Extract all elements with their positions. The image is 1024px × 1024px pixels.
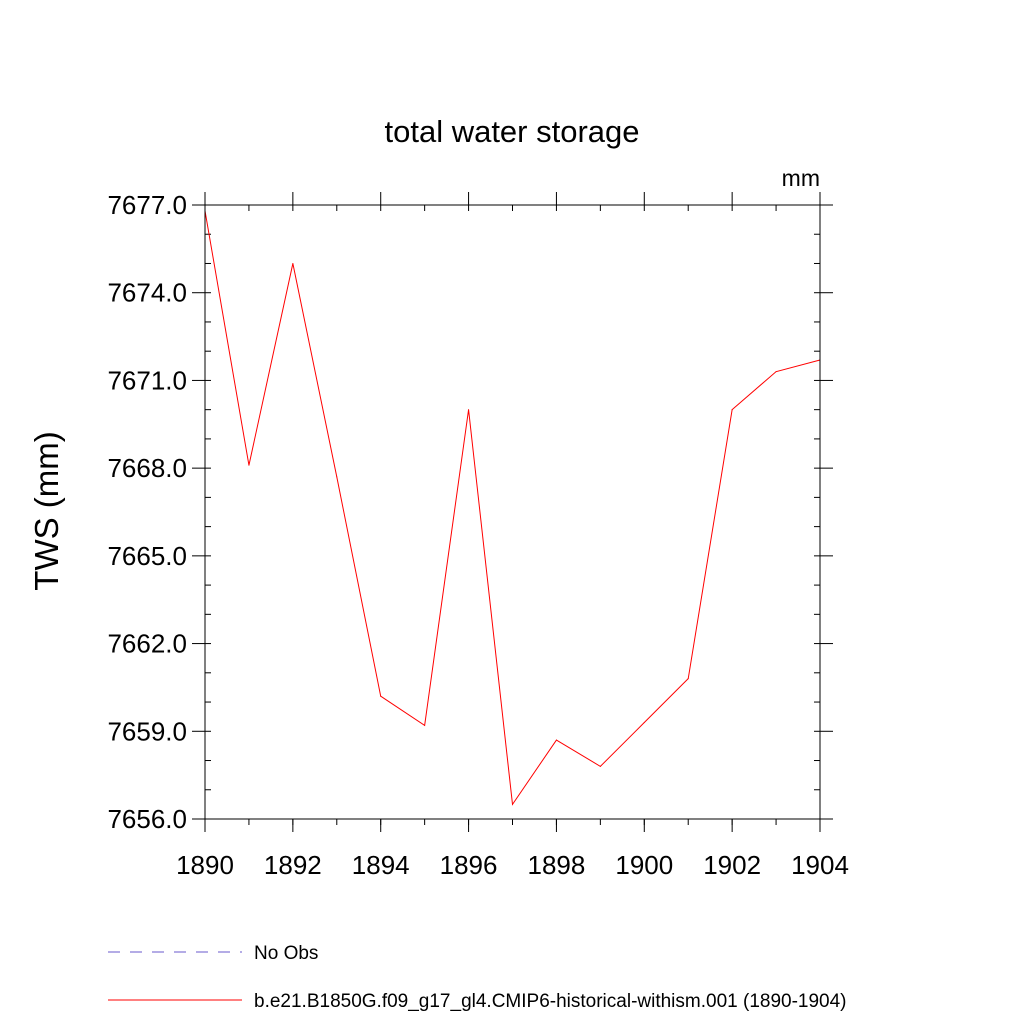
x-tick-label: 1896 [440,850,498,880]
legend: No Obs b.e21.B1850G.f09_g17_gl4.CMIP6-hi… [108,943,847,1012]
data-point [468,409,470,411]
y-tick-label: 7677.0 [107,190,187,220]
y-tick-label: 7656.0 [107,804,187,834]
y-tick-label: 7662.0 [107,629,187,659]
data-point [336,476,338,478]
units-label: mm [782,165,820,191]
chart-title: total water storage [384,114,639,149]
data-point [512,803,513,805]
series-layer [204,210,821,806]
legend-label-no-obs: No Obs [254,943,318,964]
data-point [292,262,294,264]
x-tick-labels: 1890 1892 1894 1896 1898 1900 1902 1904 [176,850,849,880]
data-point [248,464,250,466]
y-tick-label: 7668.0 [107,453,187,483]
y-tick-label: 7671.0 [107,365,187,395]
y-axis-label: TWS (mm) [28,431,65,590]
data-point [599,765,601,767]
data-point [555,739,557,741]
x-tick-label: 1900 [615,850,673,880]
x-tick-label: 1892 [264,850,322,880]
x-tick-label: 1904 [791,850,849,880]
x-tick-label: 1902 [703,850,761,880]
data-point [775,371,777,373]
data-point [687,678,689,680]
data-point [380,695,382,697]
y-tick-label: 7659.0 [107,716,187,746]
y-tick-label: 7674.0 [107,278,187,308]
x-tick-label: 1890 [176,850,234,880]
y-tick-labels: 7656.0 7659.0 7662.0 7665.0 7668.0 7671.0 7674… [107,190,187,834]
major-ticks [192,192,833,832]
data-point [731,409,733,411]
x-tick-label: 1894 [352,850,410,880]
data-point [643,722,645,724]
x-tick-label: 1898 [528,850,586,880]
legend-label-model: b.e21.B1850G.f09_g17_gl4.CMIP6-historica… [254,991,847,1012]
data-point [424,724,426,726]
plot-frame [204,204,821,820]
y-tick-label: 7665.0 [107,541,187,571]
